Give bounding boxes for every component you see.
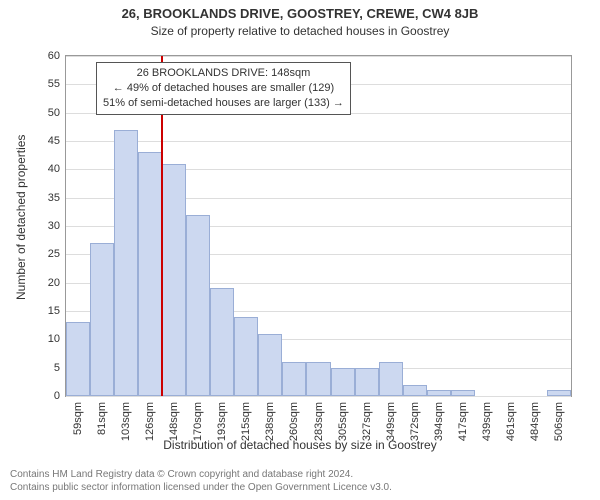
bar	[90, 243, 114, 396]
bar	[451, 390, 475, 396]
y-tick-label: 0	[54, 390, 60, 402]
y-tick-label: 30	[48, 220, 60, 232]
footer-line-2: Contains public sector information licen…	[10, 481, 590, 494]
x-tick-label: 59sqm	[72, 402, 84, 435]
x-tick-label: 193sqm	[216, 402, 228, 441]
x-tick-label: 327sqm	[361, 402, 373, 441]
x-tick-label: 506sqm	[553, 402, 565, 441]
x-tick-label: 349sqm	[385, 402, 397, 441]
footer: Contains HM Land Registry data © Crown c…	[10, 468, 590, 494]
x-tick-label: 372sqm	[409, 402, 421, 441]
grid-line	[66, 141, 571, 142]
annotation-line: 51% of semi-detached houses are larger (…	[103, 96, 344, 111]
plot-area: 05101520253035404550556059sqm81sqm103sqm…	[65, 55, 572, 397]
y-axis-label: Number of detached properties	[14, 135, 28, 300]
annotation-box: 26 BROOKLANDS DRIVE: 148sqm← 49% of deta…	[96, 62, 351, 115]
footer-line-1: Contains HM Land Registry data © Crown c…	[10, 468, 590, 481]
y-tick-label: 35	[48, 192, 60, 204]
chart-container: 26, BROOKLANDS DRIVE, GOOSTREY, CREWE, C…	[0, 0, 600, 500]
y-tick-label: 55	[48, 78, 60, 90]
y-tick-label: 45	[48, 135, 60, 147]
y-tick-label: 10	[48, 333, 60, 345]
bar	[210, 288, 234, 396]
x-tick-label: 484sqm	[529, 402, 541, 441]
x-tick-label: 417sqm	[457, 402, 469, 441]
bar	[403, 385, 427, 396]
x-tick-label: 81sqm	[96, 402, 108, 435]
y-tick-label: 50	[48, 107, 60, 119]
x-tick-label: 126sqm	[144, 402, 156, 441]
x-tick-label: 170sqm	[192, 402, 204, 441]
x-tick-label: 283sqm	[313, 402, 325, 441]
bar	[66, 322, 90, 396]
x-tick-label: 215sqm	[240, 402, 252, 441]
grid-line	[66, 396, 571, 397]
bar	[114, 130, 138, 396]
x-tick-label: 238sqm	[264, 402, 276, 441]
main-title: 26, BROOKLANDS DRIVE, GOOSTREY, CREWE, C…	[0, 6, 600, 21]
x-tick-label: 439sqm	[481, 402, 493, 441]
bar	[355, 368, 379, 396]
x-tick-label: 260sqm	[288, 402, 300, 441]
bar	[306, 362, 330, 396]
grid-line	[66, 56, 571, 57]
bar	[138, 152, 162, 396]
bar	[234, 317, 258, 396]
sub-title: Size of property relative to detached ho…	[0, 24, 600, 38]
x-tick-label: 305sqm	[337, 402, 349, 441]
annotation-title: 26 BROOKLANDS DRIVE: 148sqm	[103, 66, 344, 81]
y-tick-label: 60	[48, 50, 60, 62]
annotation-line: ← 49% of detached houses are smaller (12…	[103, 81, 344, 96]
y-tick-label: 5	[54, 362, 60, 374]
bar	[186, 215, 210, 396]
bar	[282, 362, 306, 396]
x-axis-label: Distribution of detached houses by size …	[0, 438, 600, 452]
x-tick-label: 461sqm	[505, 402, 517, 441]
bar	[547, 390, 571, 396]
bar	[427, 390, 451, 396]
x-tick-label: 394sqm	[433, 402, 445, 441]
y-tick-label: 20	[48, 277, 60, 289]
y-tick-label: 40	[48, 163, 60, 175]
bar	[379, 362, 403, 396]
y-tick-label: 15	[48, 305, 60, 317]
x-tick-label: 103sqm	[120, 402, 132, 441]
bar	[331, 368, 355, 396]
bar	[162, 164, 186, 396]
y-tick-label: 25	[48, 248, 60, 260]
x-tick-label: 148sqm	[168, 402, 180, 441]
bar	[258, 334, 282, 396]
